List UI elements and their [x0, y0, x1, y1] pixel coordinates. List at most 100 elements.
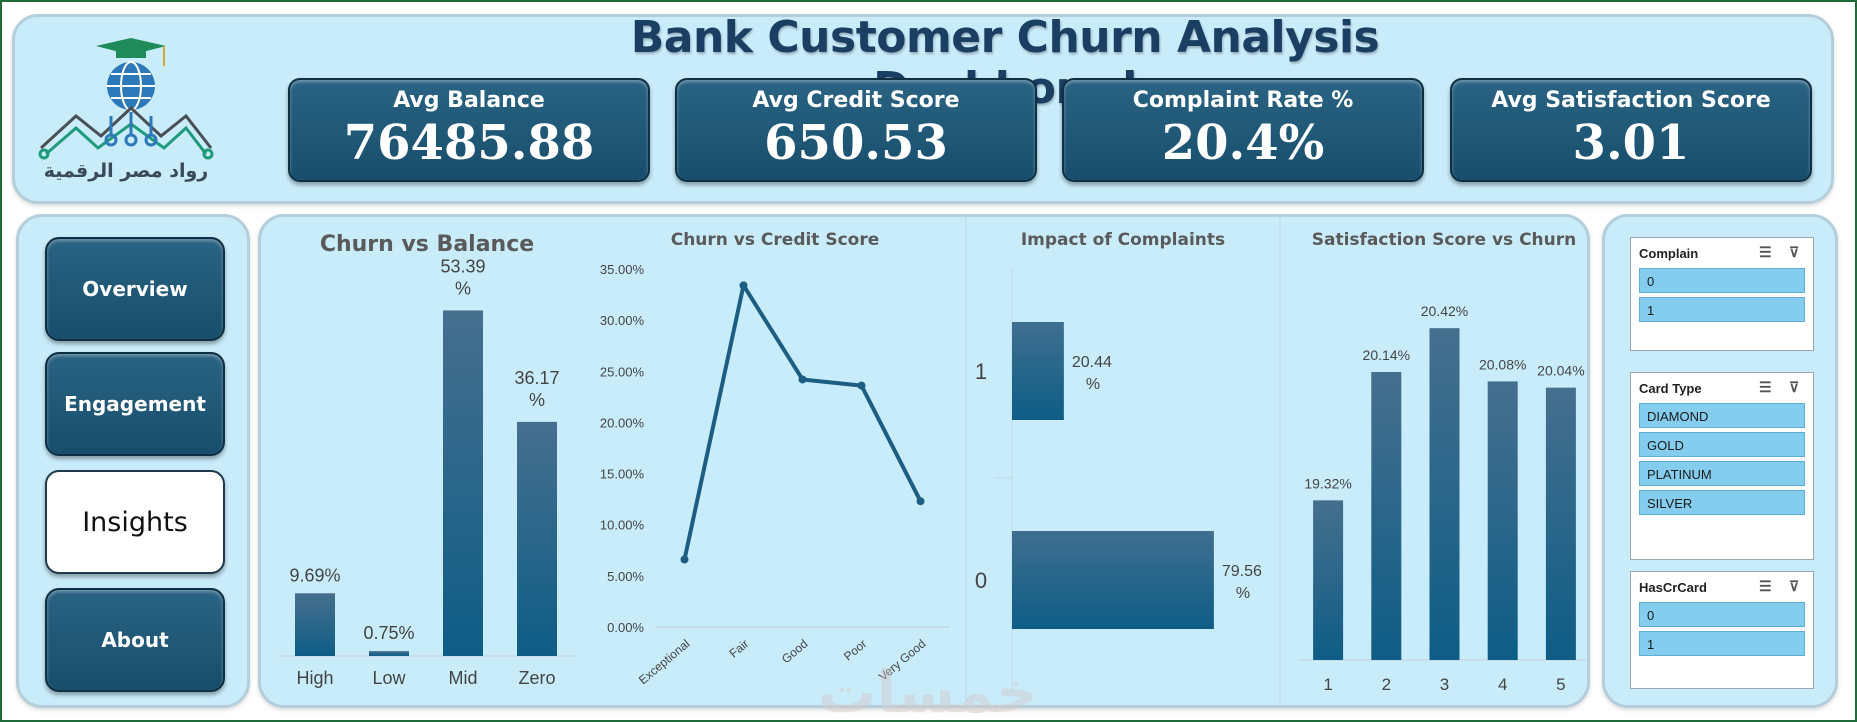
bar: [1487, 381, 1518, 660]
data-label: %: [1236, 585, 1250, 602]
watermark: خمسات: [818, 658, 1038, 722]
chart-churn-vs-balance: 9.69% High 0.75% Low 53.39% Mid 36.17% Zero: [278, 256, 574, 688]
y-tick-label: 30.00%: [600, 313, 645, 328]
slicer-complain: Complain ☰ ⊽ 0 1: [1630, 237, 1814, 351]
chart-impact-of-complaints: 1 20.44% 0 79.56%: [975, 268, 1262, 690]
kpi-complaint-rate: Complaint Rate % 20.4%: [1062, 78, 1424, 182]
nav-engagement-button[interactable]: Engagement: [45, 352, 225, 456]
filter-clear-icon[interactable]: ⊽: [1789, 244, 1800, 260]
slicer-card-type: Card Type ☰ ⊽ DIAMOND GOLD PLATINUM SILV…: [1630, 372, 1814, 560]
slicer-item[interactable]: 1: [1639, 297, 1805, 322]
chart-title-credit: Churn vs Credit Score: [671, 230, 880, 250]
tick-label: 5: [1556, 675, 1565, 694]
filter-clear-icon[interactable]: ⊽: [1789, 379, 1800, 395]
y-tick-label: 25.00%: [600, 364, 645, 379]
slicer-title: Complain: [1639, 246, 1699, 261]
bar: [1545, 387, 1576, 660]
tick-label: Good: [779, 637, 810, 667]
slicer-header: Complain ☰ ⊽: [1631, 238, 1813, 268]
tick-label: 1: [1323, 675, 1332, 694]
slicer-item[interactable]: 0: [1639, 602, 1805, 627]
filter-clear-icon[interactable]: ⊽: [1789, 578, 1800, 594]
chart-churn-vs-credit: 0.00% 5.00% 10.00% 15.00% 20.00% 25.00% 30.00%…: [600, 262, 950, 687]
bar: [517, 421, 557, 656]
kpi-value: 650.53: [764, 115, 948, 171]
data-point: [916, 497, 925, 506]
checklist-icon[interactable]: ☰: [1759, 379, 1772, 395]
slicer-item[interactable]: PLATINUM: [1639, 461, 1805, 486]
nav-insights-button[interactable]: Insights: [45, 470, 225, 574]
checklist-icon[interactable]: ☰: [1759, 244, 1772, 260]
bar: [1012, 322, 1064, 420]
y-tick-label: 10.00%: [600, 518, 645, 533]
kpi-value: 20.4%: [1161, 115, 1325, 171]
chart-title-complaints: Impact of Complaints: [1021, 230, 1225, 250]
checklist-icon[interactable]: ☰: [1759, 578, 1772, 594]
y-tick-label: 0.00%: [607, 620, 644, 635]
y-tick-label: 20.00%: [600, 415, 645, 430]
data-point: [857, 381, 866, 390]
tick-label: 0: [975, 568, 987, 593]
bar: [295, 593, 335, 656]
logo-text: رواد مصر الرقمية: [43, 160, 209, 182]
slicer-item[interactable]: SILVER: [1639, 490, 1805, 515]
slicer-item[interactable]: 0: [1639, 268, 1805, 293]
tick-label: Fair: [727, 637, 752, 661]
y-tick-label: 35.00%: [600, 262, 645, 277]
y-tick-label: 15.00%: [600, 467, 645, 482]
tick-label: High: [296, 668, 333, 688]
logo-globe-icon: [107, 61, 155, 111]
data-point: [798, 375, 807, 384]
tick-label: 1: [975, 359, 987, 384]
slicer-hascrcard: HasCrCard ☰ ⊽ 0 1: [1630, 571, 1814, 689]
nav-overview-button[interactable]: Overview: [45, 237, 225, 341]
tick-label: Exceptional: [636, 637, 693, 688]
data-label: 36.17: [514, 368, 559, 388]
tick-label: Low: [372, 668, 406, 688]
slicer-header: Card Type ☰ ⊽: [1631, 373, 1813, 403]
tick-label: 4: [1498, 675, 1507, 694]
data-label: %: [1086, 376, 1100, 393]
data-label: 9.69%: [289, 565, 340, 585]
data-label: 20.42%: [1421, 303, 1468, 319]
bar: [1012, 531, 1214, 629]
filters-panel: Complain ☰ ⊽ 0 1 Card Type ☰ ⊽ DIAMOND G…: [1602, 214, 1838, 708]
slicer-item[interactable]: 1: [1639, 631, 1805, 656]
slicer-title: Card Type: [1639, 381, 1702, 396]
kpi-avg-balance: Avg Balance 76485.88: [288, 78, 650, 182]
kpi-avg-satisfaction: Avg Satisfaction Score 3.01: [1450, 78, 1812, 182]
data-label: 53.39: [440, 256, 485, 276]
nav-panel: Overview Engagement Insights About: [16, 214, 250, 708]
data-point: [680, 555, 689, 564]
data-point: [739, 281, 748, 290]
kpi-avg-credit-score: Avg Credit Score 650.53: [675, 78, 1037, 182]
chart-title-balance: Churn vs Balance: [320, 232, 534, 257]
data-label: 20.44: [1072, 354, 1112, 371]
kpi-label: Complaint Rate %: [1132, 88, 1354, 113]
bar: [369, 651, 409, 656]
y-tick-label: 5.00%: [607, 569, 644, 584]
series-line: [682, 283, 923, 560]
tick-label: Mid: [448, 668, 477, 688]
data-label: 20.04%: [1537, 363, 1584, 379]
data-label: %: [455, 278, 471, 298]
slicer-header: HasCrCard ☰ ⊽: [1631, 572, 1813, 602]
kpi-label: Avg Credit Score: [752, 88, 960, 113]
kpi-value: 76485.88: [343, 115, 595, 171]
slicer-item[interactable]: GOLD: [1639, 432, 1805, 457]
logo: [38, 38, 214, 160]
bar: [1371, 372, 1402, 660]
data-label: 19.32%: [1304, 475, 1351, 491]
bar: [1313, 500, 1344, 660]
kpi-label: Avg Balance: [393, 88, 545, 113]
slicer-title: HasCrCard: [1639, 580, 1707, 595]
logo-graduation-cap-icon: [96, 38, 166, 66]
kpi-label: Avg Satisfaction Score: [1491, 88, 1771, 113]
bar: [1429, 328, 1460, 660]
slicer-item[interactable]: DIAMOND: [1639, 403, 1805, 428]
data-label: 20.08%: [1479, 356, 1526, 372]
nav-about-button[interactable]: About: [45, 588, 225, 692]
logo-circuit-icon: [38, 105, 214, 160]
